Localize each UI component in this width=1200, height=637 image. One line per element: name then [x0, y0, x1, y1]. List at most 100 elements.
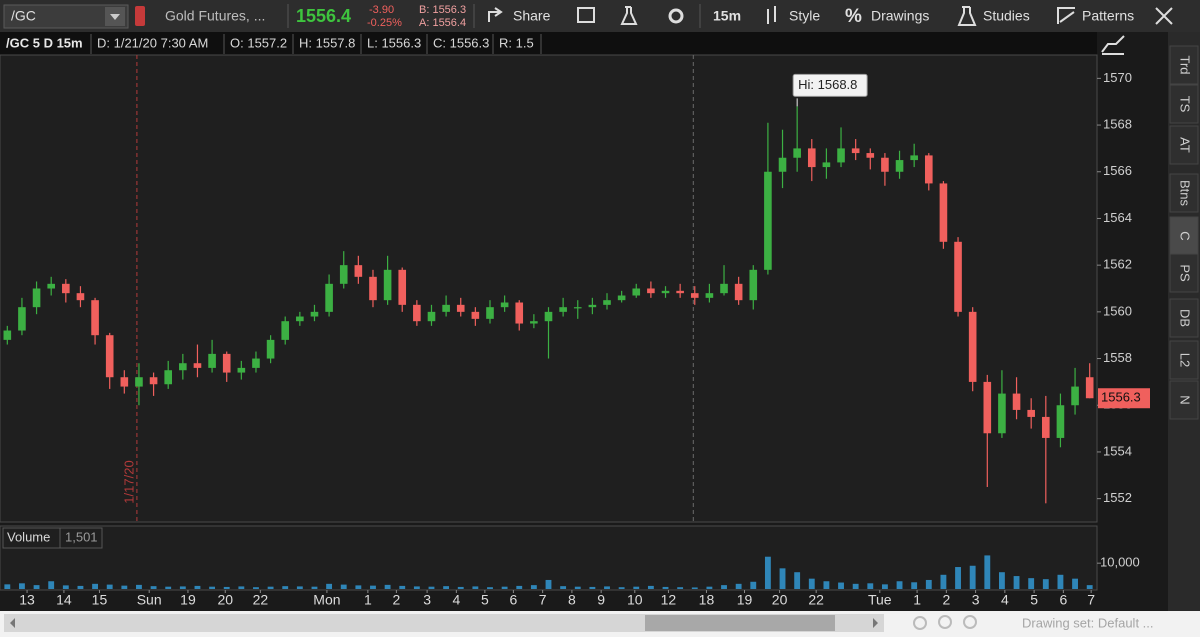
- x-tick-label: 1: [913, 592, 921, 608]
- candle-body: [354, 265, 363, 277]
- sidebar-tab[interactable]: [1169, 125, 1199, 165]
- scroll-thumb[interactable]: [645, 615, 835, 631]
- patterns-button[interactable]: Patterns: [1082, 8, 1134, 24]
- x-tick-label: 12: [661, 592, 677, 608]
- candle-body: [281, 321, 290, 340]
- candle-body: [573, 307, 582, 309]
- volume-bar: [413, 586, 420, 589]
- net-change: -3.90: [369, 4, 394, 16]
- sidebar-tab[interactable]: [1169, 84, 1199, 124]
- sidebar-tab[interactable]: [1169, 253, 1199, 293]
- sidebar-tab-label: DB: [1178, 309, 1193, 327]
- x-tick-label: 15: [92, 592, 108, 608]
- volume-bar: [428, 586, 435, 589]
- link-tag[interactable]: [135, 6, 145, 26]
- volume-bar: [501, 586, 508, 589]
- style-button[interactable]: Style: [789, 8, 820, 24]
- candle-body: [603, 300, 611, 305]
- symbol: /GC: [11, 8, 36, 24]
- info-open: O: 1557.2: [230, 35, 287, 50]
- candle-body: [924, 155, 933, 184]
- toolbar: [0, 0, 1200, 32]
- style-icon[interactable]: [767, 6, 776, 24]
- volume-bar: [881, 584, 888, 589]
- volume-bar: [370, 585, 376, 589]
- x-tick-label: 19: [180, 592, 196, 608]
- x-tick-label: 5: [1030, 592, 1038, 608]
- info-separators: [90, 34, 542, 54]
- candle-body: [32, 288, 41, 308]
- zoom-in-icon[interactable]: [938, 615, 952, 629]
- studies-button[interactable]: Studies: [983, 8, 1030, 24]
- share-button[interactable]: Share: [513, 8, 551, 24]
- volume-bar: [311, 586, 318, 589]
- y-tick-label: 1558: [1103, 350, 1132, 365]
- info-date: D: 1/21/20 7:30 AM: [97, 35, 208, 50]
- info-close: C: 1556.3: [433, 35, 489, 50]
- candle-body: [179, 363, 187, 371]
- candle-body: [749, 269, 758, 301]
- y-tick-label: 1570: [1103, 70, 1132, 85]
- volume-bar: [925, 579, 932, 589]
- volume-bar: [852, 583, 859, 589]
- draw-icon[interactable]: [1101, 35, 1125, 55]
- x-tick-label: 19: [737, 592, 753, 608]
- candle-body: [690, 293, 699, 298]
- candle-body: [1042, 416, 1050, 438]
- volume-bar: [545, 579, 552, 589]
- x-tick-label: 4: [452, 592, 460, 608]
- studies-icon[interactable]: [957, 6, 977, 26]
- x-tick-label: 3: [423, 592, 431, 608]
- volume-bar: [764, 556, 771, 589]
- settings-icon[interactable]: [668, 8, 684, 24]
- sidebar-tab[interactable]: [1169, 340, 1199, 380]
- volume-bar: [282, 586, 289, 589]
- y-tick-label: 1552: [1103, 490, 1132, 505]
- drawings-button[interactable]: Drawings: [871, 8, 929, 24]
- symbol-box[interactable]: [3, 4, 129, 29]
- volume-bar: [62, 585, 69, 589]
- info-high: H: 1557.8: [299, 35, 355, 50]
- volume-bar: [472, 586, 479, 589]
- volume-bar: [4, 584, 11, 589]
- candle-body: [720, 283, 728, 294]
- volume-bar: [1086, 585, 1093, 589]
- volume-bar: [1028, 578, 1035, 589]
- candle-body: [632, 288, 641, 296]
- sidebar-tab[interactable]: [1169, 45, 1199, 85]
- volume-bar: [1057, 574, 1064, 589]
- chart-title: /GC 5 D 15m: [6, 35, 83, 50]
- close-icon[interactable]: [1155, 7, 1173, 25]
- sidebar-tab[interactable]: [1169, 173, 1199, 213]
- chart: 1552155415561558156015621564156615681570…: [3, 55, 1150, 608]
- crosshair-icon[interactable]: [913, 616, 927, 630]
- bid: B: 1556.3: [419, 4, 466, 16]
- candle-body: [676, 290, 684, 294]
- volume-bar: [355, 585, 362, 589]
- flask-icon[interactable]: [620, 6, 638, 25]
- volume-bar: [253, 587, 259, 589]
- sidebar-tab[interactable]: [1169, 380, 1199, 420]
- x-tick-label: 22: [808, 592, 824, 608]
- info-low: L: 1556.3: [367, 35, 421, 50]
- timeframe-button[interactable]: 15m: [713, 8, 741, 24]
- x-tick-label: Sun: [137, 592, 162, 608]
- volume-bar: [326, 583, 333, 589]
- volume-bar: [589, 586, 596, 589]
- x-tick-label: 7: [539, 592, 547, 608]
- sidebar-tab-label: Btns: [1178, 180, 1193, 207]
- zoom-out-icon[interactable]: [963, 615, 977, 629]
- candle-body: [339, 265, 348, 284]
- patterns-icon[interactable]: [1057, 7, 1075, 24]
- candle-body: [515, 302, 524, 324]
- sidebar-tab[interactable]: [1169, 298, 1199, 338]
- candle-body: [18, 307, 26, 331]
- drawings-icon[interactable]: %: [845, 6, 862, 27]
- sidebar-tab-label: C: [1178, 231, 1193, 240]
- time-marker-label: 1/17/20: [121, 460, 136, 503]
- grid-icon[interactable]: [577, 7, 595, 23]
- share-icon[interactable]: [488, 7, 503, 22]
- candle-body: [76, 293, 85, 301]
- volume-bar: [677, 587, 684, 589]
- candle-body: [369, 276, 377, 301]
